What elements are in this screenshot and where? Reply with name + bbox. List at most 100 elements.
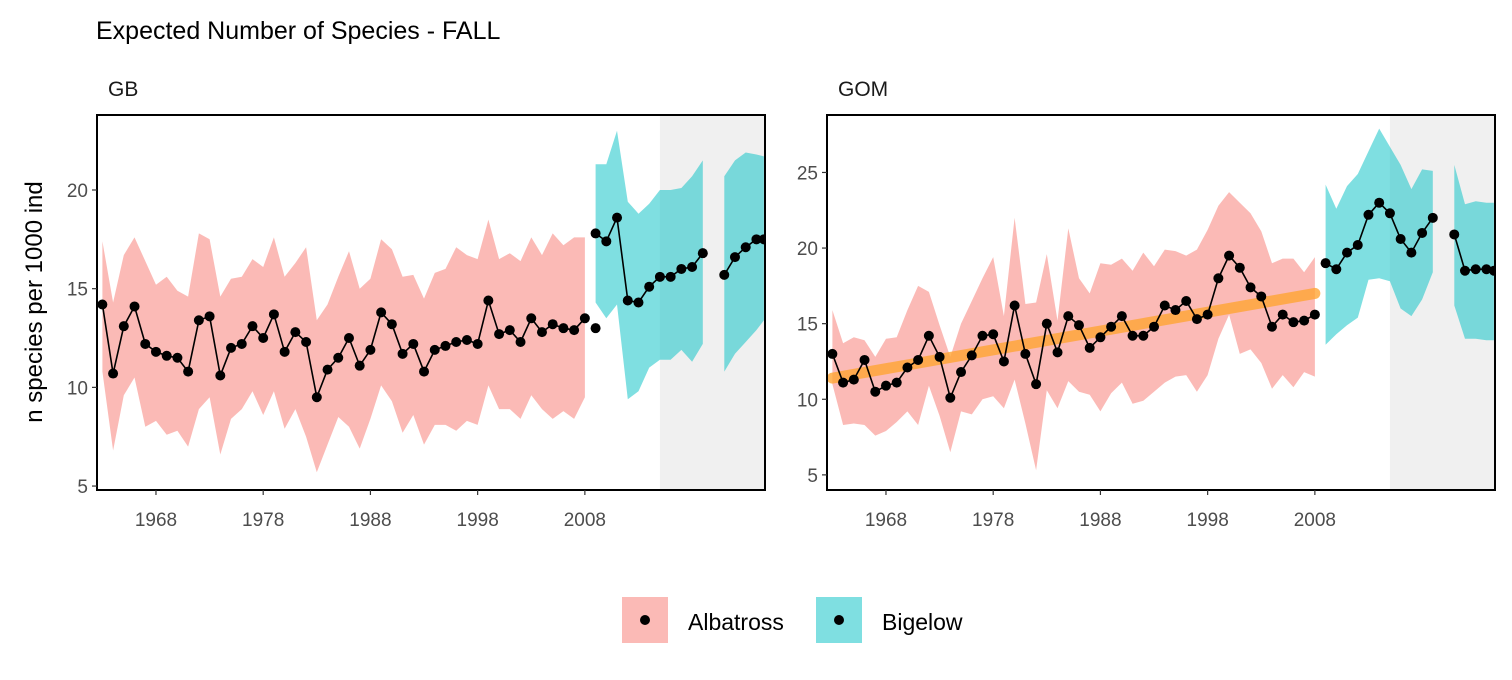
albatross-point bbox=[140, 338, 151, 349]
bigelow-point bbox=[601, 236, 612, 247]
bigelow-point bbox=[1449, 229, 1460, 240]
bigelow-point bbox=[1320, 258, 1331, 269]
bigelow-point bbox=[1459, 265, 1470, 276]
y-tick-label: 5 bbox=[807, 466, 818, 487]
albatross-point bbox=[483, 295, 494, 306]
bigelow-point bbox=[654, 271, 665, 282]
albatross-point bbox=[365, 344, 376, 355]
albatross-point bbox=[902, 362, 913, 373]
albatross-point bbox=[923, 330, 934, 341]
bigelow-point bbox=[1481, 264, 1492, 275]
albatross-point bbox=[848, 374, 859, 385]
y-tick-label: 10 bbox=[67, 378, 88, 399]
bigelow-point bbox=[687, 261, 698, 272]
chart-title: Expected Number of Species - FALL bbox=[96, 17, 500, 45]
albatross-point bbox=[494, 329, 505, 340]
albatross-point bbox=[258, 333, 269, 344]
albatross-point bbox=[934, 351, 945, 362]
albatross-point bbox=[397, 348, 408, 359]
albatross-point bbox=[1106, 321, 1117, 332]
bigelow-point bbox=[1352, 240, 1363, 251]
albatross-point bbox=[1084, 342, 1095, 353]
panel-gom: GOM 5 10 15 20 25 1968 1978 1988 1998 2008 bbox=[797, 78, 1496, 531]
albatross-point bbox=[966, 350, 977, 361]
y-axis-label: n species per 1000 ind bbox=[21, 181, 48, 423]
albatross-point bbox=[268, 309, 279, 320]
bigelow-point bbox=[612, 212, 623, 223]
albatross-point bbox=[311, 392, 322, 403]
albatross-point bbox=[451, 336, 462, 347]
bigelow-point bbox=[1417, 227, 1428, 238]
bigelow-point bbox=[590, 228, 601, 239]
albatross-point bbox=[880, 380, 891, 391]
bigelow-point bbox=[1374, 197, 1385, 208]
x-tick-label: 1968 bbox=[135, 510, 177, 531]
panel-title-gb: GB bbox=[108, 78, 138, 101]
x-tick-label: 1978 bbox=[242, 510, 284, 531]
albatross-point bbox=[870, 386, 881, 397]
y-tick-label: 15 bbox=[797, 315, 818, 336]
albatross-point bbox=[579, 313, 590, 324]
albatross-point bbox=[590, 323, 601, 334]
bigelow-point bbox=[751, 234, 762, 245]
albatross-band bbox=[102, 219, 585, 473]
albatross-point bbox=[97, 299, 108, 310]
albatross-point bbox=[504, 325, 515, 336]
x-tick-label: 1988 bbox=[1079, 510, 1121, 531]
y-tick-label: 20 bbox=[67, 181, 88, 202]
panel-title-gom: GOM bbox=[838, 78, 888, 101]
y-tick-label: 25 bbox=[797, 163, 818, 184]
albatross-point bbox=[1224, 250, 1235, 261]
albatross-point bbox=[838, 377, 849, 388]
albatross-point bbox=[827, 348, 838, 359]
albatross-point bbox=[1095, 332, 1106, 343]
albatross-point bbox=[172, 352, 183, 363]
plot-area bbox=[97, 115, 765, 490]
albatross-point bbox=[536, 327, 547, 338]
bigelow-point bbox=[719, 269, 730, 280]
bigelow-band bbox=[1454, 164, 1494, 341]
panel-gb: GB 5 10 15 20 1968 1978 1988 1998 2008 bbox=[67, 78, 766, 531]
albatross-point bbox=[558, 323, 569, 334]
albatross-point bbox=[461, 335, 472, 345]
albatross-point bbox=[429, 344, 440, 355]
albatross-point bbox=[226, 342, 237, 353]
albatross-point bbox=[859, 354, 870, 365]
albatross-point bbox=[118, 321, 129, 332]
albatross-point bbox=[1256, 291, 1267, 302]
albatross-point bbox=[977, 330, 988, 341]
y-tick-label: 15 bbox=[67, 280, 88, 301]
albatross-point bbox=[569, 325, 580, 336]
bigelow-point bbox=[665, 271, 676, 282]
albatross-point bbox=[1234, 262, 1245, 273]
albatross-point bbox=[515, 336, 526, 347]
albatross-point bbox=[408, 338, 419, 349]
albatross-point bbox=[301, 336, 312, 347]
x-tick-label: 2008 bbox=[564, 510, 606, 531]
albatross-point bbox=[322, 364, 333, 375]
panel-border bbox=[826, 114, 1496, 491]
albatross-point bbox=[526, 313, 537, 324]
bigelow-point bbox=[1488, 265, 1495, 276]
x-tick-label: 1978 bbox=[972, 510, 1014, 531]
albatross-point bbox=[204, 311, 215, 322]
x-tick-label: 1988 bbox=[349, 510, 391, 531]
albatross-point bbox=[419, 366, 430, 377]
albatross-point bbox=[1202, 309, 1213, 320]
albatross-point bbox=[1245, 282, 1256, 293]
x-tick-label: 1968 bbox=[865, 510, 907, 531]
bigelow-band bbox=[595, 130, 703, 400]
albatross-point bbox=[236, 338, 247, 349]
albatross-point bbox=[290, 327, 301, 338]
bigelow-point bbox=[729, 252, 740, 263]
albatross-point bbox=[472, 338, 483, 349]
albatross-point bbox=[376, 307, 387, 318]
bigelow-point bbox=[740, 242, 751, 253]
albatross-point bbox=[440, 340, 451, 351]
albatross-point bbox=[1073, 320, 1084, 331]
albatross-point bbox=[354, 360, 365, 371]
albatross-point bbox=[1031, 379, 1042, 390]
albatross-point bbox=[988, 329, 999, 340]
bigelow-point bbox=[1342, 247, 1353, 258]
